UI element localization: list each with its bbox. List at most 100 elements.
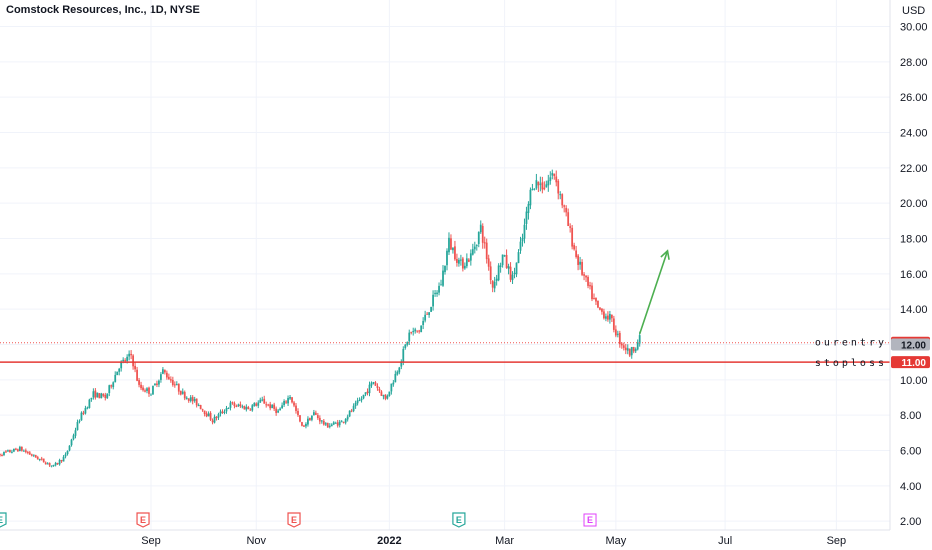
candle	[610, 314, 613, 322]
earnings-icon[interactable]: E	[287, 512, 301, 528]
candle	[219, 409, 222, 417]
candle	[144, 388, 146, 393]
candle	[608, 310, 611, 324]
candle	[223, 409, 226, 415]
candle	[58, 458, 61, 466]
candle	[46, 462, 49, 465]
candle	[227, 407, 230, 410]
x-tick-label: Nov	[246, 535, 266, 547]
candle	[96, 392, 99, 398]
candle	[179, 390, 182, 396]
candle	[100, 392, 103, 399]
candle	[255, 402, 258, 407]
candle	[481, 223, 484, 249]
candle	[340, 420, 343, 423]
candle	[0, 453, 1, 457]
candle	[281, 402, 283, 409]
candle	[64, 452, 67, 459]
candle	[583, 272, 585, 281]
candle	[332, 421, 335, 426]
candle	[237, 403, 240, 407]
candle	[330, 423, 333, 427]
candle	[88, 398, 91, 409]
x-tick-label: Mar	[495, 535, 514, 547]
candle	[74, 427, 77, 439]
candle	[346, 414, 349, 422]
candle	[501, 254, 504, 268]
candle	[233, 401, 236, 409]
time-axis[interactable]: SepNov2022MarMayJulSepNov	[0, 529, 932, 547]
candle	[463, 262, 466, 270]
candle	[181, 388, 184, 395]
y-tick-label: 24.00	[900, 128, 928, 140]
candle	[269, 401, 272, 411]
candle	[249, 408, 252, 411]
candlestick-series	[0, 169, 641, 468]
earnings-icon[interactable]: E	[136, 512, 150, 528]
candle	[452, 247, 454, 254]
candle	[1, 453, 3, 457]
candle	[477, 231, 480, 248]
earnings-icon[interactable]: E	[452, 512, 466, 528]
candle	[287, 395, 289, 407]
candle	[465, 253, 468, 269]
candle	[414, 327, 417, 334]
candle	[461, 256, 464, 272]
y-tick-label: 18.00	[900, 234, 928, 246]
candle	[239, 401, 242, 408]
candle	[507, 263, 510, 275]
candle	[616, 330, 619, 338]
candle	[291, 397, 293, 404]
candle	[591, 282, 593, 302]
earnings-markers[interactable]: EEEEE	[0, 512, 597, 528]
candle	[320, 420, 323, 424]
svg-text:12.00: 12.00	[901, 341, 926, 352]
candle	[505, 249, 508, 269]
y-tick-label: 8.00	[900, 410, 921, 422]
candle	[390, 383, 393, 395]
candle	[573, 242, 576, 251]
candle	[406, 341, 409, 347]
candle	[195, 398, 198, 408]
svg-text:E: E	[0, 515, 3, 525]
arrow-shaft	[638, 250, 669, 335]
candle	[422, 317, 425, 330]
candle	[221, 409, 224, 414]
price-axis[interactable]: USD 2.00 4.00 6.00 8.00 10.00 12.00 14.00 16.00…	[889, 0, 928, 530]
candle	[567, 208, 570, 227]
candle	[76, 419, 79, 431]
candle	[110, 384, 113, 389]
candle	[52, 464, 55, 467]
svg-text:E: E	[140, 515, 146, 525]
candle	[539, 176, 542, 192]
candle	[40, 456, 43, 461]
candle	[575, 245, 578, 259]
candle	[3, 451, 5, 457]
candle	[299, 415, 301, 423]
candle	[295, 403, 297, 414]
candle	[597, 300, 599, 309]
candle	[579, 256, 581, 270]
candle	[537, 181, 540, 193]
candle	[162, 367, 164, 375]
candle	[309, 417, 311, 421]
y-tick-label: 20.00	[900, 198, 928, 210]
candle	[356, 397, 359, 406]
earnings-icon[interactable]: E	[583, 513, 597, 527]
candle	[116, 371, 119, 376]
candle	[207, 411, 210, 417]
candle	[114, 371, 117, 383]
candle	[334, 421, 337, 424]
candle	[38, 458, 41, 462]
candle	[229, 400, 232, 411]
candle	[203, 410, 206, 417]
candle	[603, 308, 605, 320]
candle	[581, 259, 583, 277]
candle	[428, 312, 431, 318]
candle	[163, 369, 166, 375]
earnings-icon[interactable]: E	[0, 512, 7, 528]
entry-label: ourentry	[815, 338, 887, 349]
candle	[94, 388, 97, 400]
candle	[509, 262, 512, 283]
